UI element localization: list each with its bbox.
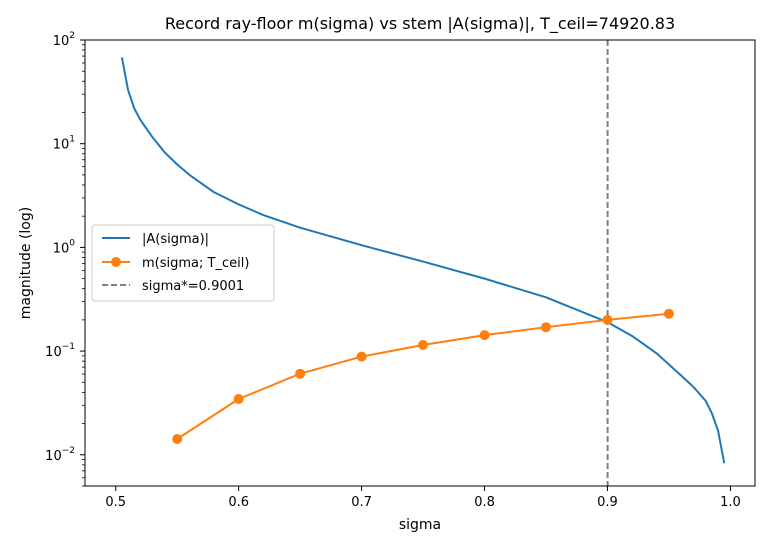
y-tick-label: 100: [53, 238, 76, 256]
y-tick-label: 10−2: [45, 446, 75, 464]
x-tick-label: 0.6: [228, 495, 249, 510]
data-point: [233, 394, 244, 405]
series-line-abs-a: [120, 57, 726, 464]
data-point: [418, 339, 429, 350]
y-tick-label: 10−1: [45, 342, 75, 360]
legend-label-abs-a: |A(sigma)|: [142, 232, 209, 247]
y-tick-label: 102: [53, 31, 75, 49]
x-tick-label: 0.9: [597, 495, 618, 510]
data-point: [602, 314, 613, 325]
x-tick-label: 0.8: [474, 495, 495, 510]
legend-marker-m-sigma: [111, 257, 121, 267]
plot-frame: [84, 39, 756, 487]
x-axis: 0.5 0.6 0.7 0.8 0.9 1.0: [105, 486, 741, 510]
plot-area: [120, 40, 726, 486]
data-point: [663, 308, 674, 319]
legend: |A(sigma)| m(sigma; T_ceil) sigma*=0.900…: [91, 224, 275, 302]
x-tick-label: 0.7: [351, 495, 372, 510]
x-tick-label: 1.0: [720, 495, 741, 510]
y-axis: 10−2 10−1 100 101 102: [45, 31, 85, 487]
legend-box: [91, 224, 275, 302]
legend-label-m-sigma: m(sigma; T_ceil): [142, 256, 249, 271]
y-tick-label: 101: [53, 135, 75, 153]
y-axis-label: magnitude (log): [18, 207, 34, 319]
data-point: [541, 322, 552, 333]
legend-label-sigma-star: sigma*=0.9001: [142, 279, 244, 294]
data-point: [356, 351, 367, 362]
data-point: [172, 433, 183, 444]
data-point: [479, 330, 490, 341]
x-tick-label: 0.5: [105, 495, 126, 510]
data-point: [295, 368, 306, 379]
chart-title: Record ray-floor m(sigma) vs stem |A(sig…: [165, 14, 675, 34]
x-axis-label: sigma: [399, 517, 441, 533]
